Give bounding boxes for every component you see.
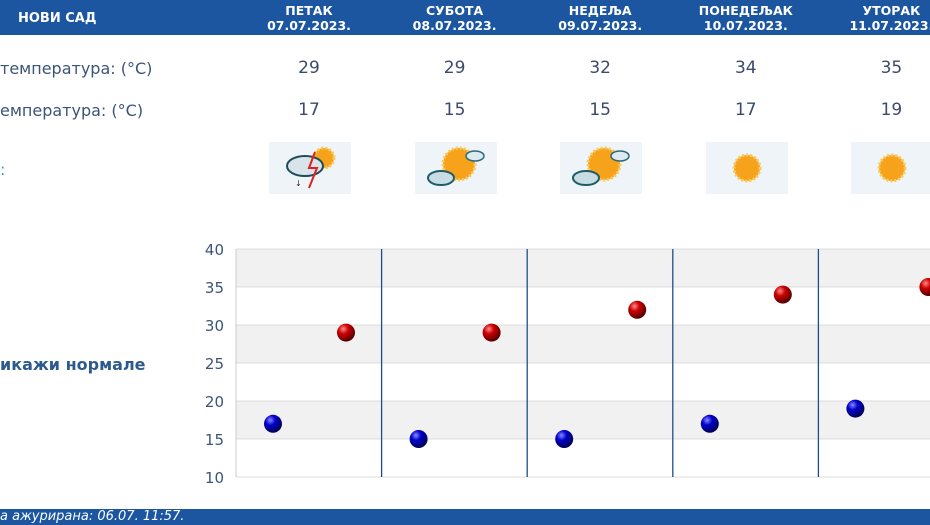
min-temp-point [846,399,865,418]
y-tick-label: 20 [205,393,224,411]
y-tick-label: 30 [205,317,224,335]
y-tick-label: 25 [205,355,224,373]
min-temp-value: 15 [589,100,611,120]
day-header: УТОРАК 11.07.2023. [818,3,930,33]
storm-cloud-sun-icon: ↓ [269,142,351,194]
day-name: ПЕТАК [285,3,333,18]
max-temp-point [337,323,355,342]
max-temp-value: 32 [589,58,611,78]
min-temp-value: 19 [880,100,903,120]
min-temp-point [409,430,428,448]
last-updated-footer: а ажурирана: 06.07. 11:57. [0,509,930,525]
min-temp-point [264,414,282,433]
svg-text:↓: ↓ [295,179,302,188]
max-temp-point [482,323,501,342]
y-tick-label: 40 [205,241,224,259]
max-temp-value: 35 [880,58,903,78]
day-date: 09.07.2023. [558,18,643,33]
day-name: УТОРАК [862,3,921,18]
grid-band [236,325,930,363]
day-header: СУБОТА 08.07.2023. [382,3,528,33]
y-tick-label: 15 [205,431,224,449]
day-header: ПЕТАК 07.07.2023. [236,3,382,33]
day-date: 11.07.2023. [849,18,930,33]
day-date: 10.07.2023. [703,18,788,33]
day-header: ПОНЕДЕЉАК 10.07.2023. [673,3,819,33]
sun-icon [705,142,788,194]
y-tick-label: 10 [205,469,224,487]
forecast-header: НОВИ САД ПЕТАК 07.07.2023. СУБОТА 08.07.202… [0,0,930,35]
max-temp-value: 29 [298,58,320,78]
day-date: 08.07.2023. [412,18,497,33]
max-temp-value: 29 [443,58,466,78]
max-temp-point [773,285,792,304]
min-temp-value: 17 [734,100,757,120]
sun-cloud-icon [414,142,497,194]
min-temp-point [700,414,719,433]
min-temp-point [555,430,574,448]
min-temp-label: емпература: (°C) [0,101,144,120]
day-date: 07.07.2023. [267,18,351,33]
max-temp-point [628,300,647,319]
day-name: ПОНЕДЕЉАК [698,3,793,18]
day-header: НЕДЕЉА 09.07.2023. [527,3,673,33]
weather-label: : [0,160,6,179]
show-normals-link[interactable]: икажи нормале [0,355,146,374]
max-temp-value: 34 [734,58,757,78]
city-name: НОВИ САД [18,11,97,26]
min-temp-value: 17 [298,100,320,120]
y-tick-label: 35 [205,279,224,297]
day-name: СУБОТА [426,3,484,18]
sun-icon [851,142,930,194]
max-temp-point [919,278,930,296]
grid-band [236,401,930,439]
min-temp-value: 15 [443,100,466,120]
max-temp-label: температура: (°C) [0,59,153,78]
day-name: НЕДЕЉА [568,3,632,18]
grid-band [236,249,930,287]
sun-cloud-icon [560,142,643,194]
